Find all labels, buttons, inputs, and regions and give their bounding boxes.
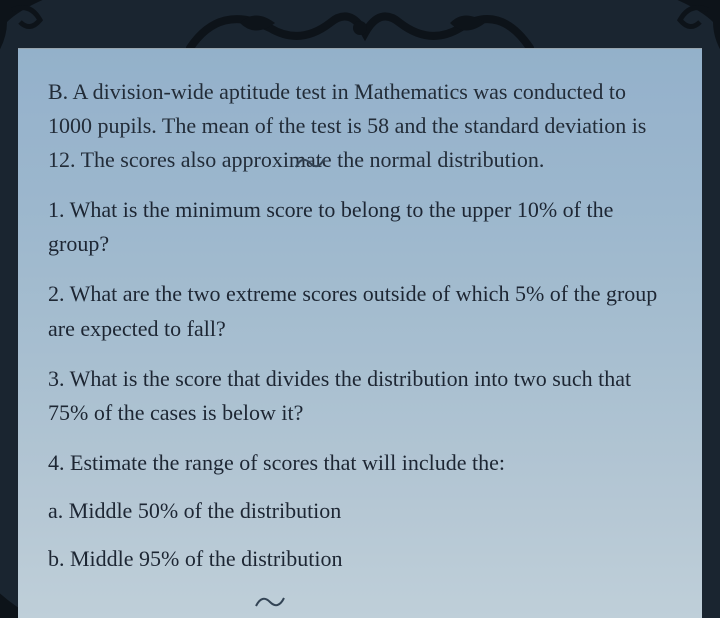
flourish-icon [252, 590, 288, 614]
question-4: 4. Estimate the range of scores that wil… [48, 446, 672, 480]
question-4a: a. Middle 50% of the distribution [48, 494, 672, 528]
top-scroll-decoration [180, 0, 540, 53]
document-page: B. A division-wide aptitude test in Math… [18, 48, 702, 618]
question-3: 3. What is the score that divides the di… [48, 362, 672, 430]
intro-paragraph: B. A division-wide aptitude test in Math… [48, 75, 672, 177]
document-frame: B. A division-wide aptitude test in Math… [0, 0, 720, 618]
question-4b: b. Middle 95% of the distribution [48, 542, 672, 576]
question-2: 2. What are the two extreme scores outsi… [48, 277, 672, 345]
question-1: 1. What is the minimum score to belong t… [48, 193, 672, 261]
